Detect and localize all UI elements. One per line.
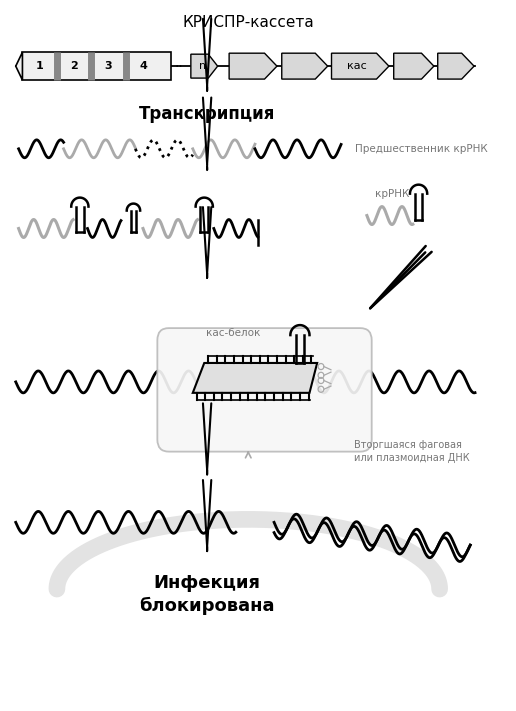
- Text: Предшественник крРНК: Предшественник крРНК: [356, 144, 488, 154]
- Polygon shape: [331, 53, 389, 79]
- Polygon shape: [282, 53, 328, 79]
- Polygon shape: [191, 54, 218, 78]
- Polygon shape: [394, 53, 434, 79]
- Text: Инфекция
блокирована: Инфекция блокирована: [139, 574, 275, 614]
- Text: Транскрипция: Транскрипция: [139, 105, 276, 123]
- Text: кас-белок: кас-белок: [206, 328, 260, 338]
- Text: кас: кас: [347, 61, 367, 71]
- Polygon shape: [229, 53, 277, 79]
- Polygon shape: [16, 52, 22, 80]
- Text: ··: ··: [174, 60, 183, 74]
- Polygon shape: [193, 363, 317, 393]
- Text: 4: 4: [139, 61, 147, 71]
- Polygon shape: [438, 53, 474, 79]
- Text: 2: 2: [70, 61, 78, 71]
- Text: n: n: [199, 61, 206, 71]
- FancyBboxPatch shape: [22, 52, 171, 80]
- Text: 3: 3: [105, 61, 112, 71]
- Text: крРНК: крРНК: [375, 188, 409, 198]
- FancyBboxPatch shape: [157, 328, 372, 451]
- Text: Вторгшаяся фаговая
или плазмоидная ДНК: Вторгшаяся фаговая или плазмоидная ДНК: [353, 440, 469, 464]
- Text: КРИСПР-кассета: КРИСПР-кассета: [182, 16, 314, 31]
- Text: 1: 1: [36, 61, 43, 71]
